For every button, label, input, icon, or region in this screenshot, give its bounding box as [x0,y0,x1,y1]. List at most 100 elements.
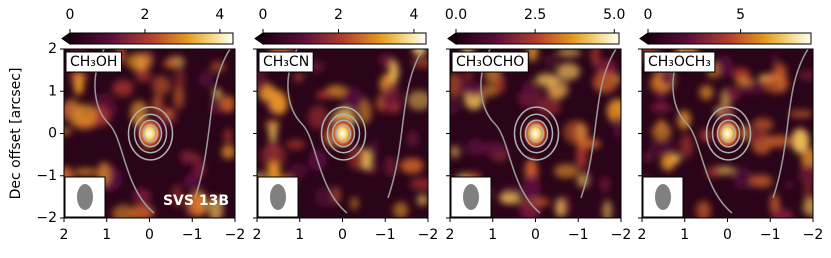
beam [463,184,479,210]
y-tick-label: 1 [48,83,57,99]
contour [716,119,741,148]
emission-blob [575,143,588,170]
x-tick-label: 1 [680,227,689,243]
emission-blob [112,79,134,97]
x-tick-label: 2 [60,227,69,243]
x-tick-label: 0 [145,227,154,243]
emission-blob [770,208,794,218]
x-tick-label: −1 [375,227,396,243]
x-tick-label: −2 [611,227,632,243]
emission-blob [771,53,780,66]
colorbar-tick-label: 4 [215,7,224,23]
contour [513,106,560,161]
colorbar [69,32,234,45]
colorbar-tick-label: 2 [334,7,343,23]
emission-blob [208,196,224,218]
emission-blob [388,60,399,84]
label-box [643,51,716,73]
emission-blob [219,95,235,113]
emission-blob [766,135,791,148]
y-tick-label: −2 [36,210,57,226]
emission-blob [134,68,152,83]
x-tick-label: −2 [225,227,246,243]
emission-blob [260,143,287,170]
emission-blob [315,90,335,99]
annotation: SVS 13B [163,193,229,209]
emission-blob [499,191,521,205]
colorbar-tick-label: 0 [66,7,75,23]
emission-blob [74,167,98,177]
contour [326,113,361,154]
emission-blob [784,181,794,190]
emission-blob [412,49,427,57]
colorbar-extend [447,32,457,45]
emission-blob [555,198,565,218]
emission-blob [791,128,810,154]
emission-blob [350,196,359,211]
emission-blob [92,93,115,105]
contour [331,119,356,148]
x-tick-label: 2 [253,227,262,243]
molecule-label: CH₃OCHO [456,54,524,70]
x-tick-label: 2 [638,227,647,243]
emission-blob [126,52,153,71]
emission-blob [341,88,365,110]
emission-blob [600,176,610,193]
x-tick-label: 1 [102,227,111,243]
emission-blob [111,204,135,218]
molecule-label: CH₃OH [70,54,117,70]
x-tick-label: 2 [446,227,455,243]
emission-blob [592,71,618,94]
outer-contour [672,49,809,214]
map [642,49,813,218]
emission-blob [198,71,214,87]
colorbar-tick-label: 4 [409,7,418,23]
emission-blob [798,69,813,82]
colorbar [262,32,427,45]
emission-blob [650,102,672,113]
emission-blob [591,49,600,67]
beam [270,184,286,210]
emission-blob [409,177,428,191]
contour [524,119,549,148]
emission-blob [480,141,507,158]
x-tick-label: −1 [760,227,781,243]
x-tick-label: 1 [295,227,304,243]
emission-blob [152,75,171,96]
map [64,49,235,218]
x-tick-label: −1 [182,227,203,243]
emission-blob [696,200,711,218]
x-tick-label: 1 [488,227,497,243]
emission-blob [716,55,734,78]
emission-blob [132,188,152,205]
emission-blob [268,123,278,142]
contour [705,106,752,161]
x-tick-label: 0 [531,227,540,243]
emission-blob [223,128,233,144]
emission-blob [384,155,397,177]
emission-blob [546,79,569,100]
contour [133,113,168,154]
emission-blob [556,63,580,81]
emission-blob [73,74,84,96]
emission-blob [800,148,813,170]
emission-blob [526,49,538,63]
colorbar-extend [61,32,71,45]
emission-blob [411,58,428,68]
colorbar-tick-label: 0 [259,7,268,23]
colorbar-extend [639,32,649,45]
emission-blob [180,149,194,165]
outer-contour [94,49,231,214]
emission-blob [400,158,424,174]
emission-blob [602,200,613,218]
contour [320,106,367,161]
emission-blob [544,54,558,67]
emission-blob [752,117,774,132]
emission-blob [308,105,328,130]
emission-blob [170,184,183,208]
emission-blob [553,163,579,179]
emission-blob [803,197,813,217]
emission-blob [679,133,694,159]
emission-blob [660,68,671,85]
